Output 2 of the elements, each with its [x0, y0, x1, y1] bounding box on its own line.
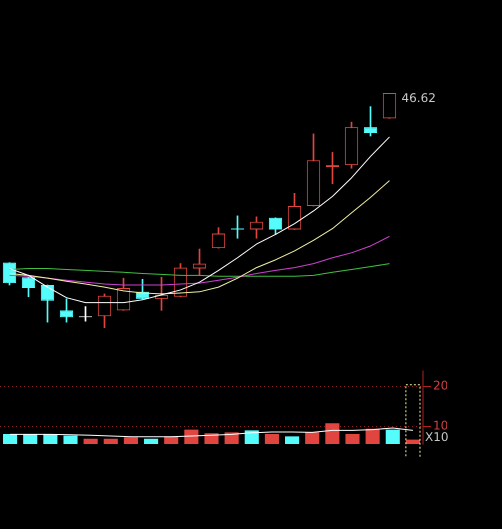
text: 46.62: [402, 91, 436, 106]
text: X10: [425, 430, 448, 444]
